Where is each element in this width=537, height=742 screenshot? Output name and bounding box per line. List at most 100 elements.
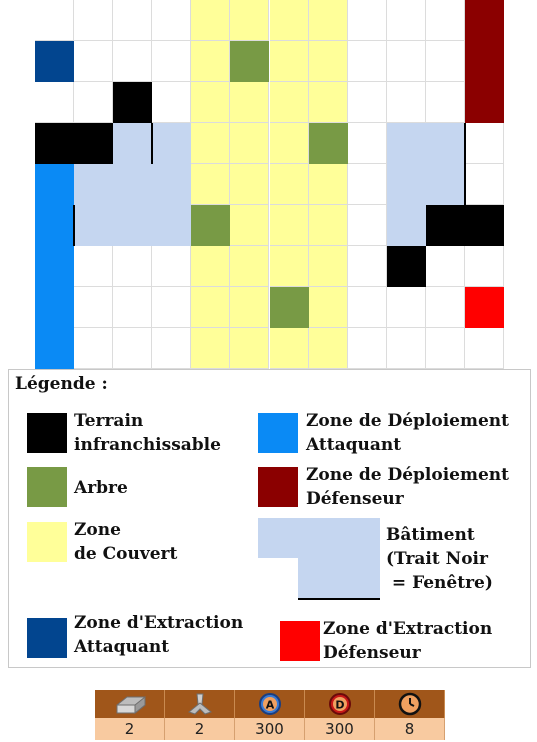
legend-label-defender-deploy: Zone de Déploiement Défenseur bbox=[306, 465, 509, 509]
board-cell-defender-extract bbox=[464, 287, 504, 328]
board-cell-cover bbox=[269, 328, 309, 369]
board-cell-empty bbox=[74, 246, 114, 287]
board-cell-empty bbox=[152, 82, 192, 123]
board-cell-empty bbox=[152, 41, 192, 82]
board-cell-impassable bbox=[113, 82, 153, 123]
board-cell-empty bbox=[425, 287, 465, 328]
legend-swatch-impassable bbox=[27, 413, 67, 453]
legend-label-building: Bâtiment (Trait Noir = Fenêtre) bbox=[386, 525, 493, 593]
stat-defender-points-value: 300 bbox=[305, 718, 375, 740]
stat-attacker-points-value: 300 bbox=[235, 718, 305, 740]
board-cell-attacker-deploy bbox=[35, 246, 75, 287]
game-board bbox=[35, 0, 504, 369]
stat-walls: 2 bbox=[95, 690, 165, 740]
board-cell-building bbox=[425, 164, 465, 205]
board-cell-cover bbox=[308, 246, 348, 287]
board-cell-empty bbox=[35, 82, 75, 123]
board-cell-impassable bbox=[74, 123, 114, 164]
board-cell-empty bbox=[425, 328, 465, 369]
board-cell-cover bbox=[230, 328, 270, 369]
board-cell-building bbox=[425, 123, 465, 164]
board-cell-empty bbox=[386, 328, 426, 369]
board-cell-empty bbox=[74, 287, 114, 328]
legend-panel: Légende : Terrain infranchissable Zone de… bbox=[8, 369, 531, 668]
board-cell-defender-deploy bbox=[464, 82, 504, 123]
board-cell-tree bbox=[269, 287, 309, 328]
board-cell-impassable bbox=[464, 205, 504, 246]
board-cell-cover bbox=[191, 41, 231, 82]
board-cell-tree bbox=[308, 123, 348, 164]
board-cell-building bbox=[386, 205, 426, 246]
board-cell-building bbox=[113, 123, 153, 164]
board-cell-empty bbox=[113, 246, 153, 287]
stat-tank-traps-value: 2 bbox=[165, 718, 235, 740]
board-cell-empty bbox=[113, 287, 153, 328]
board-cell-attacker-deploy bbox=[35, 164, 75, 205]
attacker-a-icon: A bbox=[258, 693, 281, 715]
board-cell-impassable bbox=[386, 246, 426, 287]
board-cell-empty bbox=[347, 328, 387, 369]
board-cell-cover bbox=[269, 164, 309, 205]
board-cell-empty bbox=[347, 287, 387, 328]
board-cell-cover bbox=[230, 246, 270, 287]
stats-bar: 2 2 A 300 D 300 bbox=[95, 690, 445, 740]
board-cell-empty bbox=[347, 0, 387, 41]
board-cell-attacker-extract bbox=[35, 41, 75, 82]
board-cell-cover bbox=[191, 82, 231, 123]
board-cell-empty bbox=[347, 82, 387, 123]
board-cell-defender-deploy bbox=[464, 41, 504, 82]
board-cell-cover bbox=[191, 0, 231, 41]
board-cell-cover bbox=[230, 205, 270, 246]
board-cell-empty bbox=[425, 246, 465, 287]
board-cell-empty bbox=[347, 246, 387, 287]
board-cell-building bbox=[113, 164, 153, 205]
board-cell-cover bbox=[230, 82, 270, 123]
legend-swatch-attacker-deploy bbox=[258, 413, 298, 453]
board-cell-cover bbox=[308, 41, 348, 82]
board-cell-empty bbox=[113, 0, 153, 41]
stat-turns: 8 bbox=[375, 690, 445, 740]
board-cell-cover bbox=[269, 0, 309, 41]
legend-swatch-tree bbox=[27, 467, 67, 507]
board-cell-building bbox=[152, 205, 192, 246]
board-cell-empty bbox=[464, 328, 504, 369]
board-cell-cover bbox=[191, 164, 231, 205]
board-cell-cover bbox=[191, 246, 231, 287]
legend-label-attacker-deploy: Zone de Déploiement Attaquant bbox=[306, 411, 509, 455]
legend-swatch-attacker-extract bbox=[27, 618, 67, 658]
board-cell-empty bbox=[152, 0, 192, 41]
board-cell-defender-deploy bbox=[464, 0, 504, 41]
board-cell-cover bbox=[269, 205, 309, 246]
board-cell-empty bbox=[425, 82, 465, 123]
board-cell-empty bbox=[347, 123, 387, 164]
board-cell-cover bbox=[230, 164, 270, 205]
board-cell-cover bbox=[308, 328, 348, 369]
svg-text:A: A bbox=[265, 699, 274, 712]
board-cell-cover bbox=[308, 0, 348, 41]
board-cell-cover bbox=[269, 246, 309, 287]
board-cell-tree bbox=[191, 205, 231, 246]
legend-swatch-defender-deploy bbox=[258, 467, 298, 507]
board-cell-empty bbox=[425, 41, 465, 82]
legend-title: Légende : bbox=[15, 374, 108, 394]
board-cell-building bbox=[74, 164, 114, 205]
board-cell-impassable bbox=[35, 123, 75, 164]
legend-swatch-defender-extract bbox=[280, 621, 320, 661]
building-window-line bbox=[73, 205, 76, 246]
building-window-line bbox=[151, 123, 154, 164]
board-cell-cover bbox=[269, 82, 309, 123]
board-cell-cover bbox=[269, 41, 309, 82]
board-cell-empty bbox=[386, 82, 426, 123]
legend-label-defender-extract: Zone d'Extraction Défenseur bbox=[323, 619, 493, 663]
stat-turns-value: 8 bbox=[375, 718, 445, 740]
board-cell-cover bbox=[191, 287, 231, 328]
legend-label-cover: Zone de Couvert bbox=[74, 520, 178, 564]
board-cell-cover bbox=[191, 123, 231, 164]
board-cell-building bbox=[386, 164, 426, 205]
tank-trap-icon bbox=[187, 693, 212, 715]
board-cell-building bbox=[386, 123, 426, 164]
board-cell-tree bbox=[230, 41, 270, 82]
defender-d-icon: D bbox=[328, 693, 351, 715]
board-cell-empty bbox=[74, 328, 114, 369]
board-cell-cover bbox=[230, 123, 270, 164]
